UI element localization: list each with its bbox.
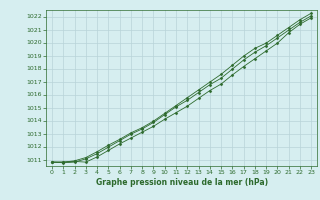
- X-axis label: Graphe pression niveau de la mer (hPa): Graphe pression niveau de la mer (hPa): [96, 178, 268, 187]
